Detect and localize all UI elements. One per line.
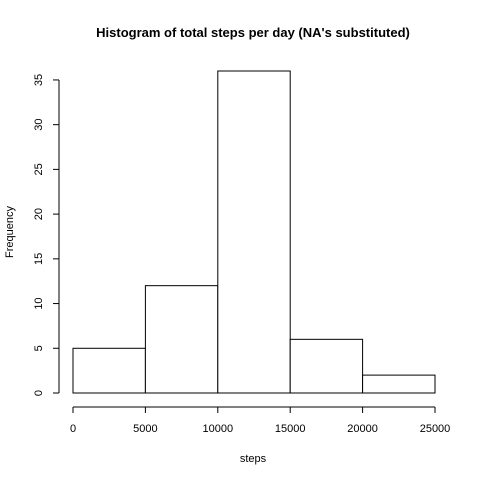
bar-3 xyxy=(289,338,364,394)
y-tick-label-7: 35 xyxy=(33,74,45,86)
y-tick-label-2: 10 xyxy=(33,297,45,309)
y-tick-label-4: 20 xyxy=(33,208,45,220)
y-tick-label-5: 25 xyxy=(33,163,45,175)
x-tick-label-0: 0 xyxy=(70,423,76,435)
chart-title: Histogram of total steps per day (NA's s… xyxy=(96,25,410,40)
x-tick-label-1: 5000 xyxy=(133,423,157,435)
bar-4 xyxy=(362,374,436,394)
bar-1 xyxy=(144,285,219,394)
x-tick-label-3: 15000 xyxy=(275,423,306,435)
y-axis-label: Frequency xyxy=(4,206,16,258)
y-axis: 0 5 10 15 20 25 30 35 xyxy=(33,74,60,396)
x-tick-label-2: 10000 xyxy=(203,423,234,435)
y-tick-label-1: 5 xyxy=(33,345,45,351)
x-axis: 0 5000 10000 15000 20000 25000 xyxy=(70,406,451,435)
y-tick-label-0: 0 xyxy=(33,390,45,396)
bar-0 xyxy=(72,347,146,394)
y-tick-label-3: 15 xyxy=(33,253,45,265)
x-axis-label: steps xyxy=(240,453,267,465)
y-tick-label-6: 30 xyxy=(33,119,45,131)
x-tick-label-4: 20000 xyxy=(347,423,378,435)
bars xyxy=(72,70,436,394)
bar-2 xyxy=(217,70,291,394)
x-tick-label-5: 25000 xyxy=(420,423,451,435)
